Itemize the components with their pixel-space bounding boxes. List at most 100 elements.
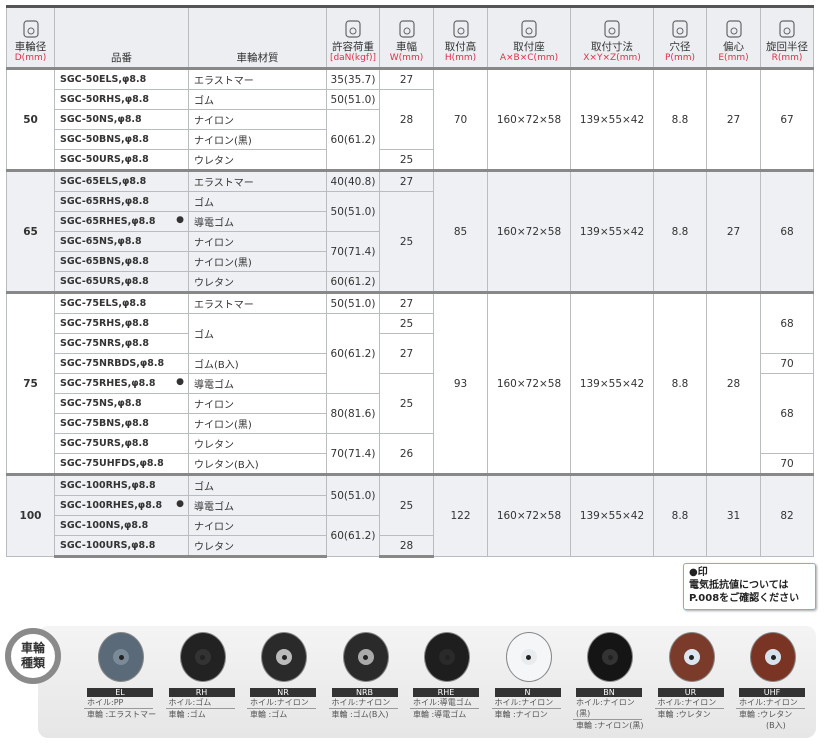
wheel-material: エラストマー (188, 67, 327, 90)
wheel-material: ナイロン(黒) (188, 129, 327, 150)
header-label: 車輪径 (14, 41, 47, 53)
cell-text: SGC-50BNS,φ8.8 (60, 134, 149, 145)
wheel-image (587, 632, 633, 682)
header-unit: A×B×C(mm) (499, 53, 559, 63)
cell-text: SGC-75NRS,φ8.8 (60, 338, 149, 349)
wheel-material: ナイロン (188, 109, 327, 130)
cell-text: 27 (399, 297, 414, 310)
wheel-code: NRB (331, 688, 398, 697)
header-unit: P(mm) (665, 53, 695, 63)
table-row: SGC-50RHS,φ8.8 ゴム 50(51.0) 28 (7, 89, 814, 150)
note-mark: ●印 (689, 567, 708, 578)
wheel-diameter: 50 (6, 67, 55, 171)
cell-text: 8.8 (671, 225, 689, 238)
wheel-material: ゴム (188, 313, 327, 354)
cell-text: 50(51.0) (330, 205, 376, 218)
cell-text: ウレタン (194, 542, 234, 553)
cell-text: SGC-75UHFDS,φ8.8 (60, 458, 164, 469)
cell-text: SGC-65NS,φ8.8 (60, 236, 142, 247)
spec-value: 93 (433, 291, 488, 475)
cell-text: ゴム (194, 96, 214, 107)
cell-text: 160×72×58 (496, 510, 562, 522)
cell-text: SGC-75NRBDS,φ8.8 (60, 358, 165, 369)
cell-text: SGC-75RHS,φ8.8 (60, 318, 149, 329)
part-number: SGC-50URS,φ8.8 (54, 149, 189, 171)
wheel-material: ゴム (188, 473, 327, 496)
spec-value: 25 (379, 191, 434, 293)
cell-text: SGC-100RHES,φ8.8 (60, 500, 163, 511)
cell-text: SGC-50NS,φ8.8 (60, 114, 142, 125)
spec-value: 80(81.6) (326, 393, 380, 434)
cell-text: ゴム (194, 482, 214, 493)
spec-value: 160×72×58 (487, 291, 571, 475)
conductive-mark: ● (176, 499, 184, 509)
wheel-axle-hole (200, 654, 205, 660)
cell-text: ウレタン (194, 156, 234, 167)
cell-text: 70 (453, 113, 468, 126)
cell-text: 28 (399, 539, 414, 552)
header-unit: [daN(kgf)] (329, 53, 377, 63)
spec-value: 68 (760, 169, 814, 293)
table-row: SGC-75RHES,φ8.8 ● 導電ゴム 25 68 (7, 373, 814, 454)
spec-value: 35(35.7) (326, 67, 380, 90)
cell-text: 85 (453, 225, 468, 238)
wheel-image (668, 632, 715, 682)
wheel-diameter: 75 (6, 291, 55, 475)
wheel-hub-material: ホイル:ナイロン(黒) (573, 697, 642, 720)
table-row: 100 SGC-100RHS,φ8.8 ゴム 50(51.0) 25 122 160×72×… (6, 473, 814, 557)
cell-text: 70(71.4) (330, 447, 376, 460)
wheel-tread-material: 車輪 :ゴム(B入) (331, 710, 389, 719)
header-label: 取付座 (513, 41, 545, 53)
wheel-material: ゴム(B入) (188, 353, 327, 374)
spec-value: 139×55×42 (570, 169, 654, 293)
spec-value: 27 (379, 291, 434, 314)
wheel-material: ゴム (188, 89, 327, 110)
cell-text: 27 (399, 347, 414, 360)
cell-text: エラストマー (194, 76, 254, 87)
wheel-image (750, 632, 796, 682)
part-number: SGC-100NS,φ8.8 (54, 515, 189, 536)
wheel-type-ur: UR ホイル:ナイロン 車輪 :ウレタン (654, 632, 737, 720)
wheel-axle-hole (281, 654, 287, 660)
wheel-type-nrb: NRB ホイル:ナイロン 車輪 :ゴム(B入) (328, 632, 411, 720)
spec-value: 50(51.0) (326, 473, 380, 516)
cell-text: SGC-65RHS,φ8.8 (60, 196, 149, 207)
cell-text: 50(51.0) (330, 93, 376, 106)
wheel-diameter: 100 (6, 473, 55, 557)
table-row: 50 SGC-50ELS,φ8.8 エラストマー 35(35.7) 27 70 160×72… (6, 67, 814, 171)
wheel-axle-hole (118, 654, 124, 660)
spec-value: 160×72×58 (487, 473, 571, 557)
header-cell: 取付座 A×B×C(mm) (487, 5, 571, 70)
wheel-type-el: EL ホイル:PP 車輪 :エラストマー (84, 632, 166, 720)
cell-text: 50(51.0) (330, 297, 376, 310)
header-unit: D(mm) (14, 53, 47, 63)
header-label: 偏心 (723, 41, 744, 53)
wheel-axle-hole (444, 654, 450, 660)
cell-text: SGC-75NS,φ8.8 (60, 398, 142, 409)
spec-value: 50(51.0) (326, 291, 380, 314)
cell-text: 70 (780, 357, 794, 370)
table-row: 75 SGC-75ELS,φ8.8 エラストマー 50(51.0) 27 93 160×72… (6, 291, 814, 475)
cell-text: 70(71.4) (330, 245, 376, 258)
part-number: SGC-50NS,φ8.8 (54, 109, 189, 130)
cell-text: 68 (780, 317, 794, 330)
cell-text: SGC-50RHS,φ8.8 (60, 94, 149, 105)
cell-text: ナイロン (194, 116, 234, 127)
cell-text: 82 (780, 510, 794, 522)
spec-value: 27 (706, 67, 761, 171)
cell-text: 60(61.2) (330, 133, 376, 146)
cell-text: ウレタン(B入) (194, 460, 259, 471)
wheel-material: 導電ゴム (188, 495, 327, 516)
caster-spec-table: 車輪径 D(mm) 品番 車輪材質 許容荷重 [daN(kgf)] 車幅 W(mm) 取付高 H(… (6, 5, 814, 558)
cell-text: ナイロン (194, 238, 234, 249)
cell-text: 8.8 (671, 113, 689, 126)
cell-text: 8.8 (671, 510, 689, 522)
table-row: SGC-100RHES,φ8.8 ● 導電ゴム (7, 495, 814, 516)
table-row: SGC-65RHES,φ8.8 ● 導電ゴム (7, 211, 814, 232)
conductive-mark: ● (176, 215, 184, 225)
cell-text: 27 (726, 225, 741, 238)
cell-text: ナイロン(黒) (194, 136, 252, 147)
conductive-note: ●印 電気抵抗値については P.008をご確認ください (683, 563, 816, 610)
wheel-tread-extra: (B入) (766, 721, 786, 730)
part-number: SGC-75RHS,φ8.8 (54, 313, 189, 334)
